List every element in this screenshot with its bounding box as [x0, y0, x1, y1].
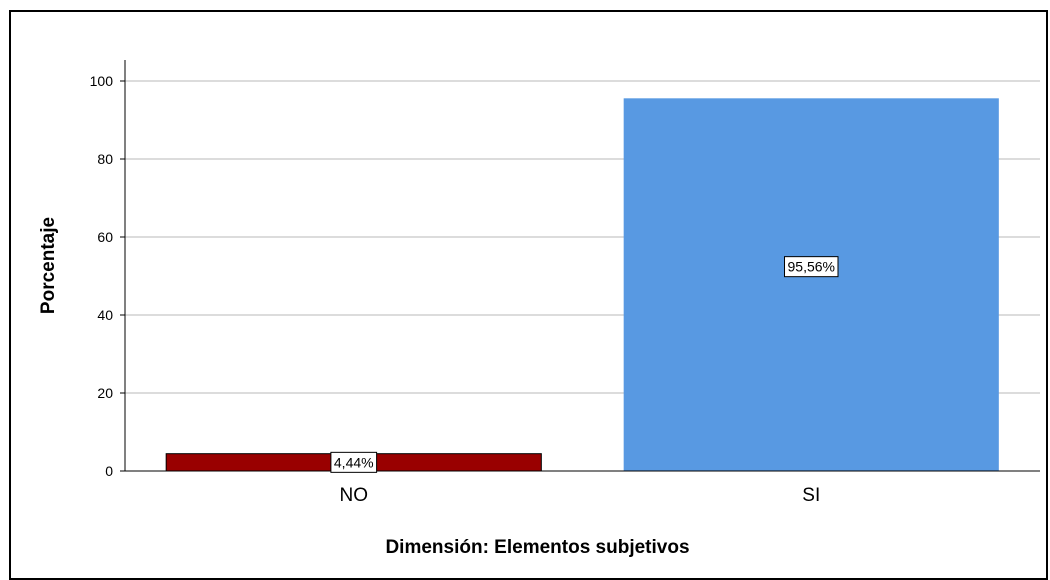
y-ticks: 0 20 40 60 80 100 — [90, 73, 125, 479]
data-label-text: 4,44% — [334, 454, 374, 470]
x-ticks: NO SI — [340, 485, 821, 506]
data-labels: 4,44% 95,56% — [330, 256, 839, 473]
x-axis-title: Dimensión: Elementos subjetivos — [385, 537, 689, 558]
data-label-box — [784, 256, 839, 278]
x-tick-label-no: NO — [340, 485, 369, 506]
y-tick-label: 20 — [97, 385, 113, 401]
data-label-no: 4,44% — [330, 451, 378, 473]
x-tick-label-si: SI — [802, 485, 820, 506]
bars — [165, 98, 999, 472]
data-label-box — [330, 451, 378, 473]
y-tick-label: 80 — [97, 151, 113, 167]
data-label-si: 95,56% — [784, 256, 839, 278]
y-tick-label: 100 — [90, 73, 114, 89]
y-axis-title: Porcentaje — [38, 217, 59, 314]
bar-si — [623, 98, 999, 471]
y-tick-label: 60 — [97, 229, 113, 245]
y-tick-label: 40 — [97, 307, 113, 323]
data-label-text: 95,56% — [788, 259, 835, 275]
y-tick-label: 0 — [105, 463, 113, 479]
